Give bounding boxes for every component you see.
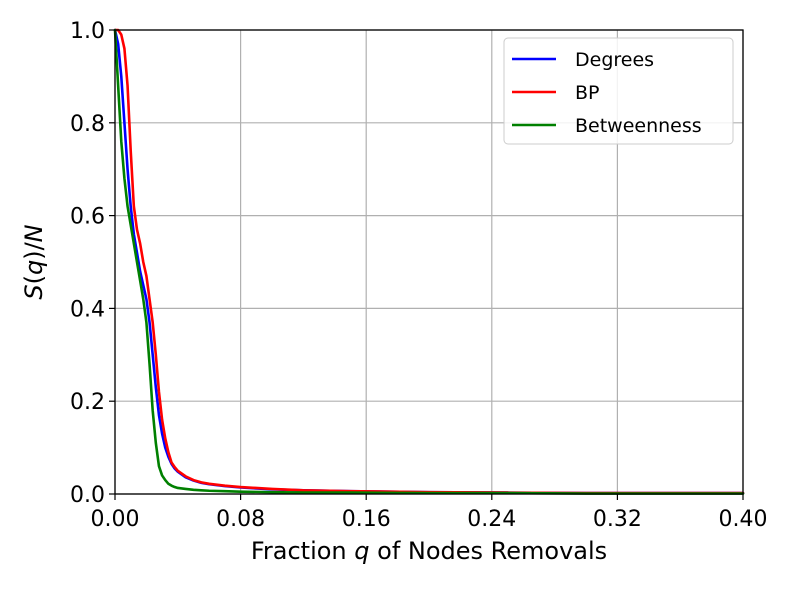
plot-frame xyxy=(114,29,744,495)
y-axis-label-variable: q xyxy=(20,260,48,275)
legend: Degrees BP Betweenness xyxy=(503,37,734,145)
series-line-bp xyxy=(113,28,745,495)
legend-label-betweenness: Betweenness xyxy=(575,115,702,137)
x-tick-label: 0.40 xyxy=(719,507,768,532)
legend-box xyxy=(503,37,734,145)
y-axis-label: S(q)/N xyxy=(20,224,48,299)
y-axis-label-variable: N xyxy=(20,224,48,242)
x-tick-label: 0.32 xyxy=(593,507,642,532)
y-tick-label: 0.0 xyxy=(70,483,105,508)
series-line-betweenness xyxy=(113,28,745,495)
y-tick-label: 0.6 xyxy=(70,205,105,230)
y-tick-label: 1.0 xyxy=(70,19,105,44)
x-axis-label-part: Fraction xyxy=(251,537,354,565)
x-tick-label: 0.16 xyxy=(342,507,391,532)
x-axis-label-part: of Nodes Removals xyxy=(370,537,608,565)
y-tick-label: 0.8 xyxy=(70,112,105,137)
legend-label-degrees: Degrees xyxy=(575,49,654,71)
x-axis-label: Fraction q of Nodes Removals xyxy=(251,537,607,565)
y-axis-label-variable: S xyxy=(20,284,48,299)
x-axis-label-variable: q xyxy=(354,537,369,565)
ticks: 0.00 0.08 0.16 0.24 0.32 0.40 0.0 0.2 0.4 0.6 0.8 1… xyxy=(70,19,767,532)
x-tick-label: 0.08 xyxy=(216,507,265,532)
legend-label-bp: BP xyxy=(575,82,600,104)
y-tick-label: 0.4 xyxy=(70,297,105,322)
series-layer xyxy=(113,28,745,495)
y-tick-label: 0.2 xyxy=(70,390,105,415)
x-tick-label: 0.24 xyxy=(467,507,516,532)
x-tick-label: 0.00 xyxy=(91,507,140,532)
y-axis-label-part: )/ xyxy=(20,241,48,259)
y-axis-label-part: ( xyxy=(20,275,48,284)
